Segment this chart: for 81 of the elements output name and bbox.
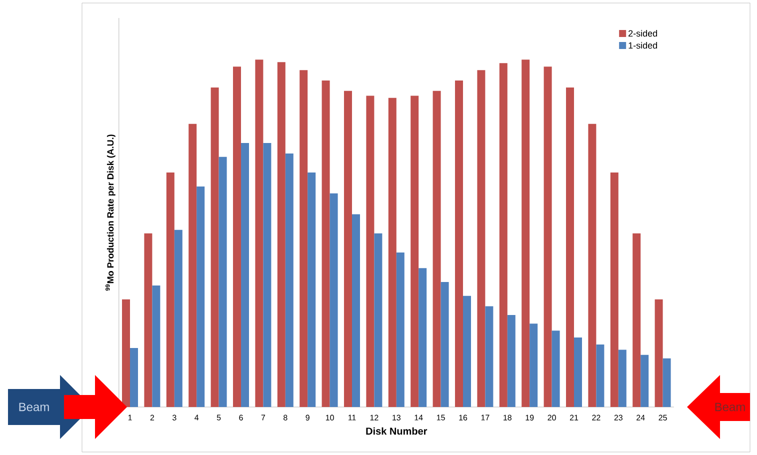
bar — [588, 124, 596, 407]
bar — [300, 70, 308, 407]
bar — [196, 186, 205, 407]
y-axis-title: $^{99}$Mo Production Rate per Disk (A.U.) — [105, 134, 116, 291]
bar — [410, 96, 419, 407]
x-tick-label: 4 — [194, 414, 199, 420]
x-tick-label: 8 — [284, 414, 288, 420]
bar — [285, 153, 294, 407]
legend-label: 1-sided — [628, 42, 658, 49]
bar — [396, 252, 404, 407]
bar — [344, 90, 352, 407]
bar — [144, 233, 152, 407]
x-axis-title: Disk Number — [366, 427, 428, 435]
bar — [122, 299, 130, 407]
bar — [544, 66, 552, 407]
x-tick-label: 10 — [326, 414, 334, 420]
bar — [507, 314, 516, 407]
bar — [188, 124, 197, 407]
bar — [455, 80, 464, 407]
x-tick-label: 13 — [392, 414, 400, 420]
bar — [432, 90, 441, 407]
x-tick-label: 17 — [481, 414, 490, 420]
text: Beam — [715, 402, 745, 412]
x-tick-label: 5 — [216, 414, 221, 420]
bar — [210, 87, 219, 407]
bar — [322, 80, 330, 407]
x-tick-label: 18 — [504, 414, 512, 420]
x-tick-label: 15 — [436, 414, 445, 420]
bar — [233, 66, 242, 407]
x-tick-label: 12 — [370, 414, 378, 420]
x-tick-label: 22 — [592, 414, 600, 420]
bar — [640, 354, 649, 407]
bar — [610, 172, 618, 407]
x-tick-label: 3 — [172, 414, 176, 420]
bar — [418, 268, 427, 407]
bar — [374, 233, 382, 407]
x-tick-label: 23 — [614, 414, 622, 420]
bar — [174, 230, 182, 407]
bar — [308, 172, 316, 407]
x-tick-label: 16 — [459, 414, 468, 420]
bar — [152, 285, 160, 407]
bar — [662, 358, 671, 407]
bar — [352, 214, 360, 407]
bar — [530, 324, 538, 407]
bar — [574, 338, 582, 407]
x-tick-label: 7 — [261, 414, 266, 420]
bar — [485, 306, 494, 407]
bar — [241, 143, 249, 407]
bar — [388, 98, 396, 407]
bar — [463, 296, 472, 407]
bar — [277, 62, 286, 407]
bar — [522, 60, 530, 407]
bar — [566, 87, 574, 407]
x-tick-label: 19 — [526, 414, 534, 420]
legend-label: 2-sided — [628, 30, 658, 37]
bar — [330, 193, 338, 407]
text: Beam — [19, 402, 49, 412]
x-tick-label: 24 — [636, 414, 645, 420]
x-tick-label: 1 — [128, 414, 132, 420]
x-tick-label: 6 — [239, 414, 243, 420]
x-tick-label: 2 — [150, 414, 154, 420]
x-tick-label: 20 — [548, 414, 556, 420]
bar — [263, 143, 272, 407]
bar — [654, 299, 663, 407]
bar — [218, 156, 227, 407]
bar — [166, 172, 174, 407]
bar — [440, 282, 449, 407]
bar — [255, 60, 264, 407]
bar — [632, 233, 641, 407]
bar — [130, 348, 138, 407]
x-tick-label: 11 — [348, 414, 356, 420]
bar — [499, 63, 508, 407]
bar — [366, 96, 374, 407]
x-tick-label: 21 — [570, 414, 578, 420]
x-tick-label: 14 — [414, 414, 423, 420]
x-tick-label: 25 — [658, 414, 667, 420]
bar — [477, 70, 486, 407]
x-tick-label: 9 — [306, 414, 310, 420]
bar — [596, 344, 604, 407]
bar — [552, 330, 560, 407]
bar — [618, 350, 626, 407]
